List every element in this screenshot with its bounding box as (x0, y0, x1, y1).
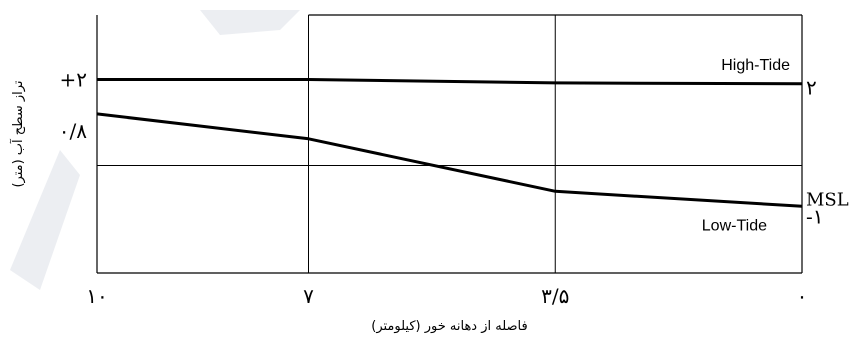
grid-layer (97, 15, 802, 273)
series-label-low-tide: Low-Tide (702, 217, 767, 234)
watermark (10, 10, 300, 290)
y-axis-title: تراز سطح آب (متر) (9, 80, 26, 187)
label-layer: High-Tide Low-Tide ۱۰ ۷ ۳/۵ ۰ +۲ ۰/۸ ۲ MSL-۱ فاصله… (9, 57, 849, 334)
left-tick-label-0: +۲ (60, 68, 88, 92)
series-label-high-tide: High-Tide (721, 57, 790, 74)
right-tick-label-1: MSL (806, 190, 849, 211)
series-line-high-tide (97, 78, 803, 86)
x-axis-title: فاصله از دهانه خور (کیلومتر) (371, 319, 527, 334)
left-tick-label-1: ۰/۸ (59, 119, 87, 143)
series-line-low-tide (96, 112, 803, 208)
plot-frame (96, 14, 803, 274)
x-tick-label-2: ۳/۵ (541, 284, 569, 308)
right-tick-label-2: -۱ (806, 205, 824, 229)
series-layer (96, 78, 803, 208)
x-tick-label-3: ۰ (797, 284, 808, 308)
x-tick-label-0: ۱۰ (86, 284, 107, 308)
x-tick-label-1: ۷ (303, 284, 314, 308)
right-tick-label-0: ۲ (806, 76, 817, 100)
